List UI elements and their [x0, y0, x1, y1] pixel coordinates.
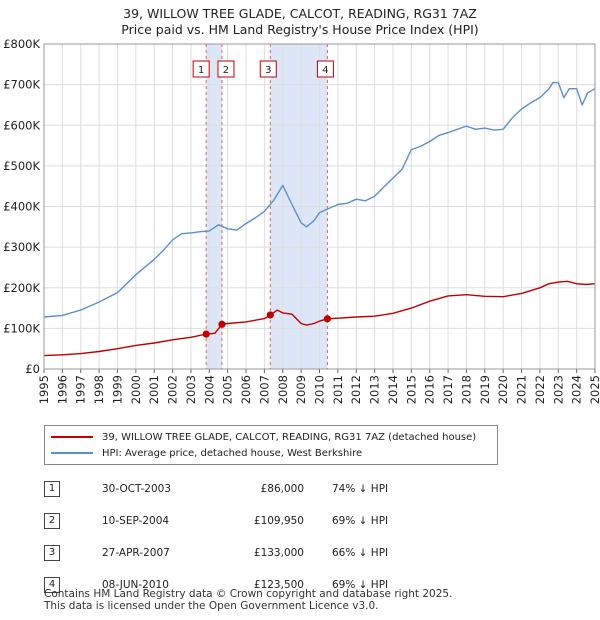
- y-tick-label: £600K: [3, 118, 40, 132]
- x-tick-label: 2003: [184, 375, 198, 404]
- y-tick-label: £300K: [3, 240, 40, 254]
- y-tick-label: £100K: [3, 321, 40, 335]
- sales-table: 1 30-OCT-2003 £86,000 74% ↓ HPI 2 10-SEP-2004…: [44, 473, 388, 601]
- x-tick-label: 2008: [276, 375, 290, 404]
- x-tick-label: 2001: [147, 375, 161, 404]
- sale-row: 3 27-APR-2007 £133,000 66% ↓ HPI: [44, 537, 388, 569]
- footer-copyright: Contains HM Land Registry data © Crown c…: [44, 588, 453, 600]
- x-tick-label: 2004: [202, 375, 216, 404]
- x-tick-label: 2015: [404, 375, 418, 404]
- x-tick-label: 2010: [313, 375, 327, 404]
- x-tick-label: 2005: [221, 375, 235, 404]
- plot-frame: [43, 43, 596, 370]
- y-tick-label: £800K: [3, 37, 40, 51]
- y-tick-label: £500K: [3, 159, 40, 173]
- property-price-line: [43, 280, 596, 357]
- hpi-line: [43, 81, 596, 318]
- x-tick-label: 2024: [570, 375, 584, 404]
- sale-point: [266, 311, 274, 319]
- sale-date: 27-APR-2007: [102, 547, 170, 559]
- x-tick-label: 2011: [331, 375, 345, 404]
- x-tick-label: 2021: [515, 375, 529, 404]
- x-tick-label: 2014: [386, 375, 400, 404]
- x-tick-label: 2007: [257, 375, 271, 404]
- chart-title: 39, WILLOW TREE GLADE, CALCOT, READING, …: [123, 6, 477, 21]
- legend-swatch-hpi: [51, 452, 93, 454]
- sale-number-box: [217, 60, 235, 78]
- x-tick-label: 2016: [423, 375, 437, 404]
- legend: 39, WILLOW TREE GLADE, CALCOT, READING, …: [44, 425, 498, 465]
- x-tick-label: 2013: [368, 375, 382, 404]
- sale-number-badge: 2: [44, 513, 60, 529]
- x-tick-label: 2006: [239, 375, 253, 404]
- x-tick-label: 1995: [37, 375, 51, 404]
- sale-hpi-diff: 69% ↓ HPI: [332, 579, 389, 591]
- sale-hpi-diff: 69% ↓ HPI: [332, 515, 389, 527]
- price-chart: 1 2 3 4 £0 £100K £200K £300K £400K £500K £600K £70…: [3, 37, 600, 404]
- legend-swatch-property: [51, 436, 93, 438]
- legend-label-hpi: HPI: Average price, detached house, West…: [102, 447, 363, 459]
- sale-row: 4 08-JUN-2010 £123,500 69% ↓ HPI: [44, 569, 388, 601]
- sale-row: 2 10-SEP-2004 £109,950 69% ↓ HPI: [44, 505, 388, 537]
- sale-row: 1 30-OCT-2003 £86,000 74% ↓ HPI: [44, 473, 388, 505]
- x-tick-label: 2017: [441, 375, 455, 404]
- y-tick-label: £400K: [3, 200, 40, 214]
- legend-item-hpi: HPI: Average price, detached house, West…: [51, 446, 362, 460]
- sale-number-label: 3: [265, 65, 271, 76]
- x-tick-label: 1999: [110, 375, 124, 404]
- x-tick-label: 2022: [533, 375, 547, 404]
- sale-number-label: 2: [223, 65, 229, 76]
- sale-number-box: [259, 60, 277, 78]
- sale-point: [218, 320, 226, 328]
- sale-number-label: 4: [322, 65, 328, 76]
- sale-number-badge: 4: [44, 577, 60, 593]
- x-tick-label: 2018: [459, 375, 473, 404]
- x-tick-label: 2000: [129, 375, 143, 404]
- sale-hpi-diff: 66% ↓ HPI: [332, 547, 389, 559]
- sale-number-box: [192, 60, 210, 78]
- x-tick-label: 1996: [55, 375, 69, 404]
- legend-label-property: 39, WILLOW TREE GLADE, CALCOT, READING, …: [102, 431, 477, 443]
- sale-hpi-diff: 74% ↓ HPI: [332, 483, 389, 495]
- sale-number-label: 1: [198, 65, 204, 76]
- sale-price: £86,000: [260, 483, 304, 495]
- footer: Contains HM Land Registry data © Crown c…: [44, 588, 452, 612]
- y-tick-label: £200K: [3, 281, 40, 295]
- x-tick-label: 1998: [92, 375, 106, 404]
- sale-price: £109,950: [253, 515, 304, 527]
- sale-price: £133,000: [253, 547, 304, 559]
- y-tick-label: £0: [25, 362, 40, 376]
- sale-point: [202, 330, 210, 338]
- footer-licence: This data is licensed under the Open Gov…: [44, 600, 379, 612]
- x-tick-label: 2002: [166, 375, 180, 404]
- y-tick-label: £700K: [3, 78, 40, 92]
- x-tick-label: 2023: [551, 375, 565, 404]
- x-tick-label: 2020: [496, 375, 510, 404]
- x-tick-label: 2019: [478, 375, 492, 404]
- sale-number-badge: 1: [44, 481, 60, 497]
- x-tick-label: 2009: [294, 375, 308, 404]
- sale-date: 30-OCT-2003: [102, 483, 171, 495]
- sale-price: £123,500: [253, 579, 304, 591]
- sale-date: 10-SEP-2004: [102, 515, 170, 527]
- sale-point: [323, 315, 331, 323]
- sale-number-badge: 3: [44, 545, 60, 561]
- legend-item-property: 39, WILLOW TREE GLADE, CALCOT, READING, …: [51, 430, 476, 444]
- sale-number-box: [316, 60, 334, 78]
- chart-subtitle: Price paid vs. HM Land Registry's House …: [121, 22, 479, 37]
- x-tick-label: 1997: [74, 375, 88, 404]
- sale-date: 08-JUN-2010: [102, 579, 169, 591]
- x-tick-label: 2012: [349, 375, 363, 404]
- x-tick-label: 2025: [588, 375, 600, 404]
